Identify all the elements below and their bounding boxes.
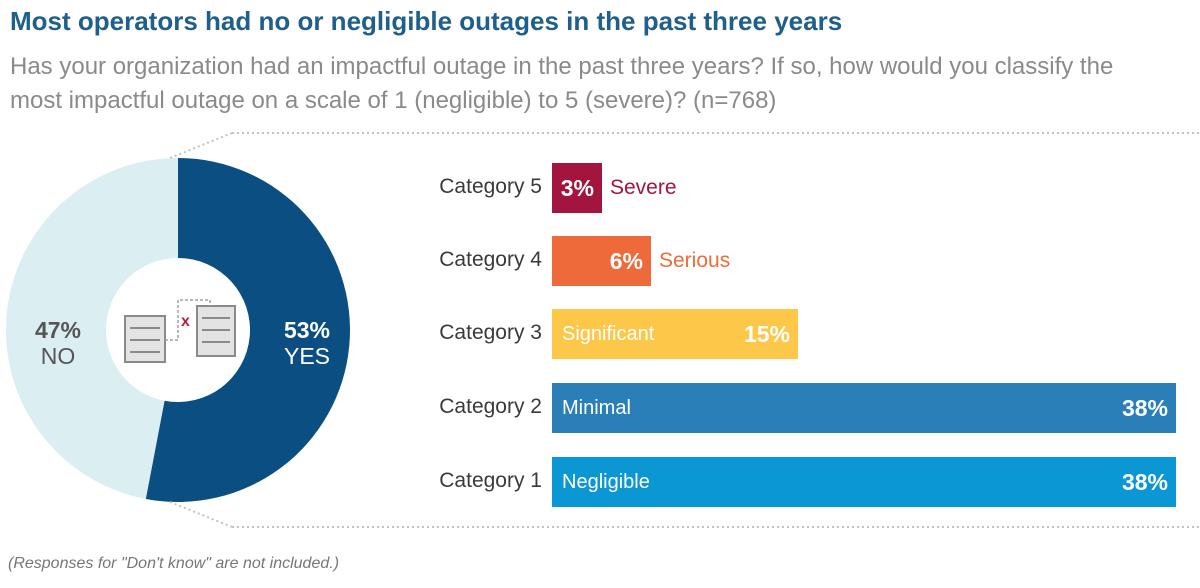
bar-descriptor-category-4: Serious xyxy=(659,249,731,272)
bar-category-5: 3% xyxy=(552,163,602,213)
bar-label-category-3: Category 3 xyxy=(439,321,542,344)
donut-label-no-percent: 47% xyxy=(35,317,81,343)
bar-descriptor-category-5: Severe xyxy=(610,176,677,199)
bar-category-1: 38% Negligible xyxy=(552,457,1176,507)
bar-value-category-1: 38% xyxy=(1121,469,1168,495)
bar-value-category-4: 6% xyxy=(609,248,643,274)
bar-value-category-3: 15% xyxy=(743,321,790,347)
bar-descriptor-category-1: Negligible xyxy=(562,471,650,493)
donut-label-yes-percent: 53% xyxy=(284,317,330,343)
bar-label-category-2: Category 2 xyxy=(439,395,542,418)
donut-connector-top xyxy=(169,132,233,159)
bar-category-3: 15% Significant xyxy=(552,309,798,359)
chart-subtitle: Has your organization had an impactful o… xyxy=(10,53,1114,114)
donut-label-no: NO xyxy=(41,343,76,369)
outage-donut-chart: x 47% NO 53% YES xyxy=(5,132,350,528)
bar-value-category-2: 38% xyxy=(1121,395,1168,421)
bottom-divider xyxy=(232,526,1200,528)
bar-label-category-4: Category 4 xyxy=(439,248,542,271)
donut-label-yes: YES xyxy=(284,343,330,369)
bar-descriptor-category-3: Significant xyxy=(562,323,655,345)
bar-value-category-5: 3% xyxy=(560,175,594,201)
server-outage-icon: x xyxy=(124,299,236,363)
svg-text:x: x xyxy=(181,313,190,330)
bar-category-2: 38% Minimal xyxy=(552,383,1176,433)
top-divider xyxy=(232,132,1200,134)
bar-category-4: 6% xyxy=(552,236,651,286)
chart-title: Most operators had no or negligible outa… xyxy=(10,6,843,36)
donut-slice-yes xyxy=(145,158,350,502)
bar-descriptor-category-2: Minimal xyxy=(562,397,631,419)
donut-slice-no xyxy=(5,157,179,499)
bar-label-category-5: Category 5 xyxy=(439,175,542,198)
bar-label-category-1: Category 1 xyxy=(439,469,542,492)
donut-connector-bottom xyxy=(169,501,233,528)
footnote: (Responses for "Don't know" are not incl… xyxy=(8,555,340,572)
